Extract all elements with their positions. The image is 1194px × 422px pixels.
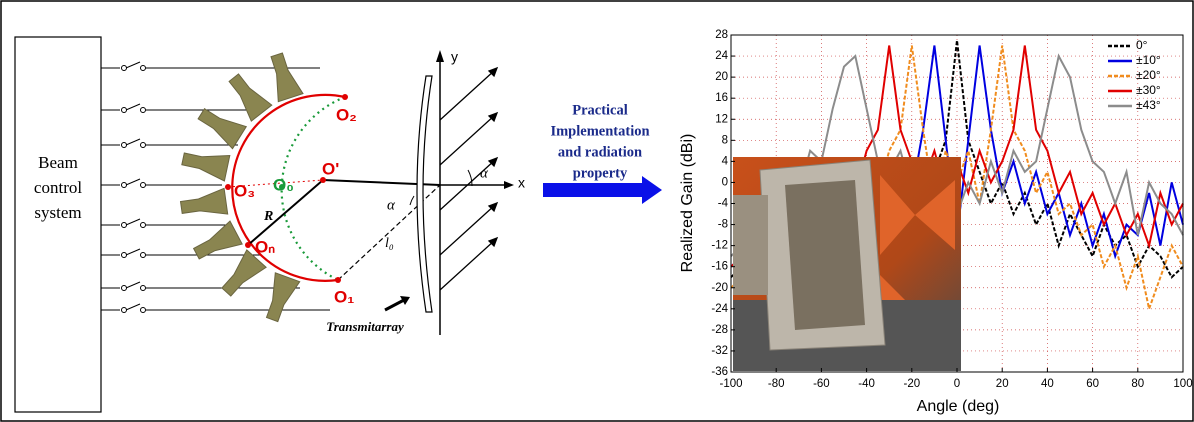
- switch-node: [141, 223, 146, 228]
- y-tick-label: 0: [722, 176, 728, 188]
- switch-node: [141, 183, 146, 188]
- point-label: O₀: [273, 175, 294, 194]
- switch-node: [122, 286, 127, 291]
- arrow-label: and radiation: [558, 144, 642, 160]
- l-label: l₀: [385, 236, 394, 251]
- y-tick-label: 28: [715, 29, 728, 41]
- legend-label: ±20°: [1136, 68, 1161, 82]
- legend-label: ±10°: [1136, 53, 1161, 67]
- y-tick-label: -32: [711, 345, 728, 357]
- y-tick-label: 16: [715, 92, 728, 104]
- y-tick-label: -4: [718, 198, 729, 210]
- legend-label: 0°: [1136, 38, 1148, 52]
- x-tick-label: 80: [1131, 378, 1144, 390]
- x-tick-label: 20: [996, 378, 1009, 390]
- switch-node: [141, 108, 146, 113]
- x-tick-label: 100: [1173, 378, 1192, 390]
- axis-label: x: [518, 175, 525, 191]
- legend-label: ±43°: [1136, 98, 1161, 112]
- x-tick-label: -20: [903, 378, 920, 390]
- holder: [733, 195, 768, 295]
- control-box: [15, 37, 101, 412]
- arrow-label: Implementation: [550, 123, 649, 139]
- box-label: system: [34, 203, 81, 222]
- y-tick-label: 12: [715, 113, 728, 125]
- y-tick-label: -12: [711, 240, 728, 252]
- legend-label: ±30°: [1136, 83, 1161, 97]
- y-tick-label: 4: [722, 155, 729, 167]
- y-tick-label: -36: [711, 366, 728, 378]
- switch-node: [141, 308, 146, 313]
- switch-node: [122, 66, 127, 71]
- x-tick-label: 0: [954, 378, 960, 390]
- x-axis-title: Angle (deg): [917, 398, 1000, 415]
- x-tick-label: -40: [858, 378, 875, 390]
- point-label: O₁: [334, 287, 354, 306]
- photo: [733, 157, 961, 371]
- point-label: Oₙ: [255, 237, 275, 256]
- point: [335, 277, 341, 283]
- switch-node: [141, 286, 146, 291]
- point-label: O₃: [234, 181, 255, 200]
- y-tick-label: 8: [722, 134, 728, 146]
- figure: Beam control system O₂ O₃ O₀ O' Oₙ O₁ R …: [0, 0, 1194, 422]
- arrow-label: property: [573, 165, 628, 181]
- point-label: O': [322, 159, 339, 178]
- r-label: R: [263, 209, 273, 224]
- x-tick-label: -80: [768, 378, 785, 390]
- point: [342, 94, 348, 100]
- arrow-label: Practical: [572, 102, 628, 118]
- switch-node: [122, 183, 127, 188]
- switch-node: [122, 253, 127, 258]
- point: [225, 184, 231, 190]
- point-label: O₂: [336, 105, 357, 124]
- switch-node: [141, 253, 146, 258]
- alpha-label: α: [480, 165, 489, 181]
- switch-node: [122, 223, 127, 228]
- switch-node: [122, 108, 127, 113]
- y-axis-title: Realized Gain (dBi): [679, 134, 696, 273]
- switch-node: [122, 143, 127, 148]
- switch-node: [141, 143, 146, 148]
- mesh: [785, 180, 865, 330]
- switch-node: [122, 308, 127, 313]
- y-tick-label: 24: [715, 50, 728, 62]
- x-tick-label: -100: [719, 378, 742, 390]
- switch-node: [141, 66, 146, 71]
- lens-label: Transmitarray: [326, 319, 404, 334]
- x-tick-label: 60: [1086, 378, 1099, 390]
- y-tick-label: -8: [718, 219, 728, 231]
- axis-label: y: [451, 49, 458, 65]
- x-tick-label: -60: [813, 378, 830, 390]
- y-tick-label: -28: [711, 324, 728, 336]
- y-tick-label: -16: [711, 261, 728, 273]
- box-label: control: [34, 178, 82, 197]
- y-tick-label: 20: [715, 71, 728, 83]
- y-tick-label: -20: [711, 282, 728, 294]
- point: [245, 242, 251, 248]
- box-label: Beam: [38, 153, 78, 172]
- frame: [1, 1, 1193, 421]
- alpha-label: α: [387, 197, 396, 213]
- x-tick-label: 40: [1041, 378, 1054, 390]
- y-tick-label: -24: [711, 303, 728, 315]
